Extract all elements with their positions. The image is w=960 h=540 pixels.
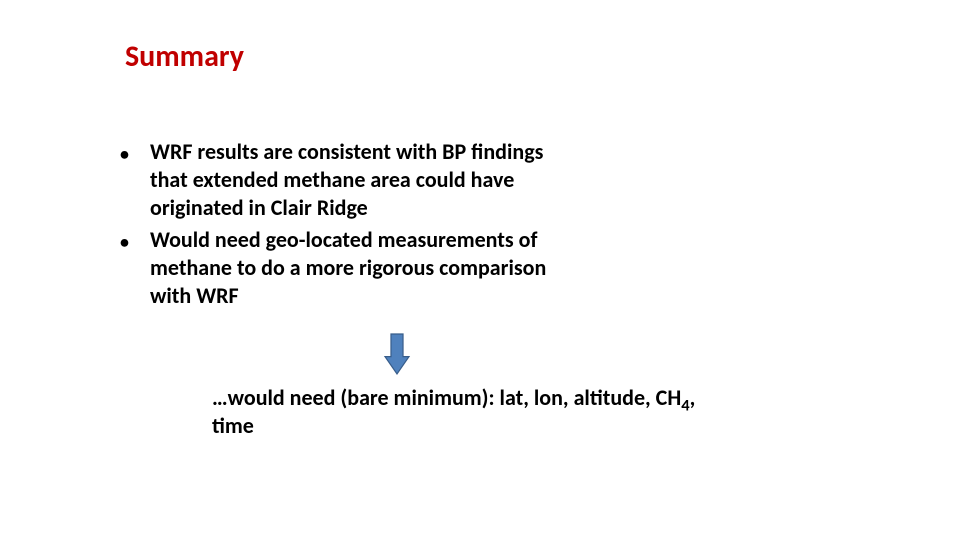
bullet-list: WRF results are consistent with BP findi…	[120, 138, 580, 314]
conclusion-text: …would need (bare minimum): lat, lon, al…	[212, 384, 732, 440]
bullet-item: WRF results are consistent with BP findi…	[120, 138, 580, 222]
bullet-item: Would need geo-located measurements of m…	[120, 226, 580, 310]
slide: { "title": { "text": "Summary", "color":…	[0, 0, 960, 540]
down-arrow-icon	[383, 332, 411, 381]
conclusion-subscript: 4	[681, 395, 689, 415]
slide-title: Summary	[125, 38, 244, 75]
conclusion-prefix: …would need (bare minimum): lat, lon, al…	[212, 384, 681, 411]
